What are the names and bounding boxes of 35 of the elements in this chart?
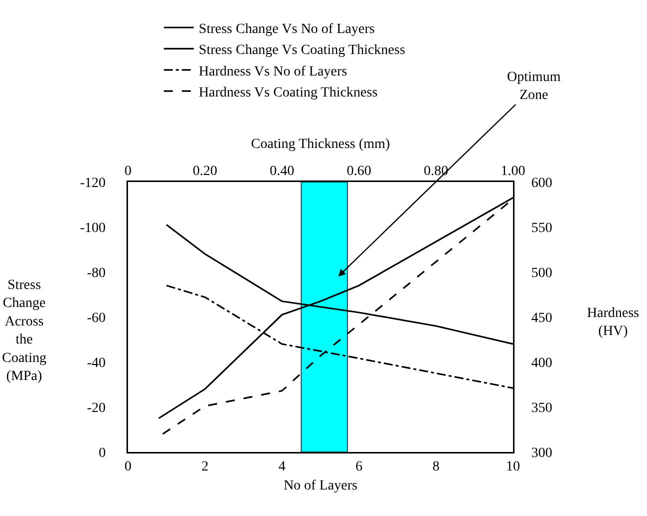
- y-tick-label: 0: [98, 446, 106, 461]
- x2-tick-label: 0: [124, 164, 132, 179]
- band-label: Optimum Zone: [507, 70, 561, 104]
- x2-tick-label: 0.60: [346, 164, 372, 179]
- x2-tick-label: 1.00: [500, 164, 526, 179]
- x-tick-label: 10: [506, 459, 520, 474]
- x2-tick-label: 0.80: [424, 164, 448, 179]
- y-tick-label: -100: [80, 220, 106, 236]
- x-tick-label: 8: [432, 459, 440, 474]
- y2-tick-label: 350: [531, 400, 552, 416]
- y2-tick-label: 450: [531, 310, 552, 326]
- legend-label: Stress Change Vs No of Layers: [198, 22, 375, 37]
- x2-axis-title: Coating Thickness (mm): [251, 136, 390, 152]
- legend-label: Stress Change Vs Coating Thickness: [198, 43, 406, 58]
- y2-tick-label: 300: [531, 446, 552, 461]
- y-tick-label: -40: [87, 356, 106, 371]
- x-tick-label: 0: [124, 459, 132, 474]
- y2-tick-label: 400: [531, 356, 552, 371]
- x2-tick-label: 0.40: [270, 164, 294, 179]
- legend-label: Hardness Vs Coating Thickness: [198, 86, 378, 101]
- x2-tick-label: 0.20: [192, 164, 218, 179]
- x-tick-label: 2: [202, 459, 208, 474]
- y-tick-label: -120: [80, 176, 106, 191]
- x-tick-label: 4: [278, 459, 286, 474]
- y-tick-label: -20: [87, 400, 106, 416]
- y-tick-label: -60: [87, 310, 106, 326]
- legend-label: Hardness Vs No of Layers: [198, 64, 348, 80]
- y2-tick-label: 600: [531, 176, 552, 191]
- y2-tick-label: 500: [531, 266, 552, 281]
- y-tick-label: -80: [87, 266, 106, 281]
- y2-axis-title: Hardness (HV): [587, 306, 640, 340]
- y-axis-title: Stress Change Across the Coating (MPa): [2, 278, 46, 384]
- y2-tick-label: 550: [531, 220, 552, 236]
- x-axis-title: No of Layers: [284, 478, 358, 494]
- x-tick-label: 6: [356, 459, 362, 474]
